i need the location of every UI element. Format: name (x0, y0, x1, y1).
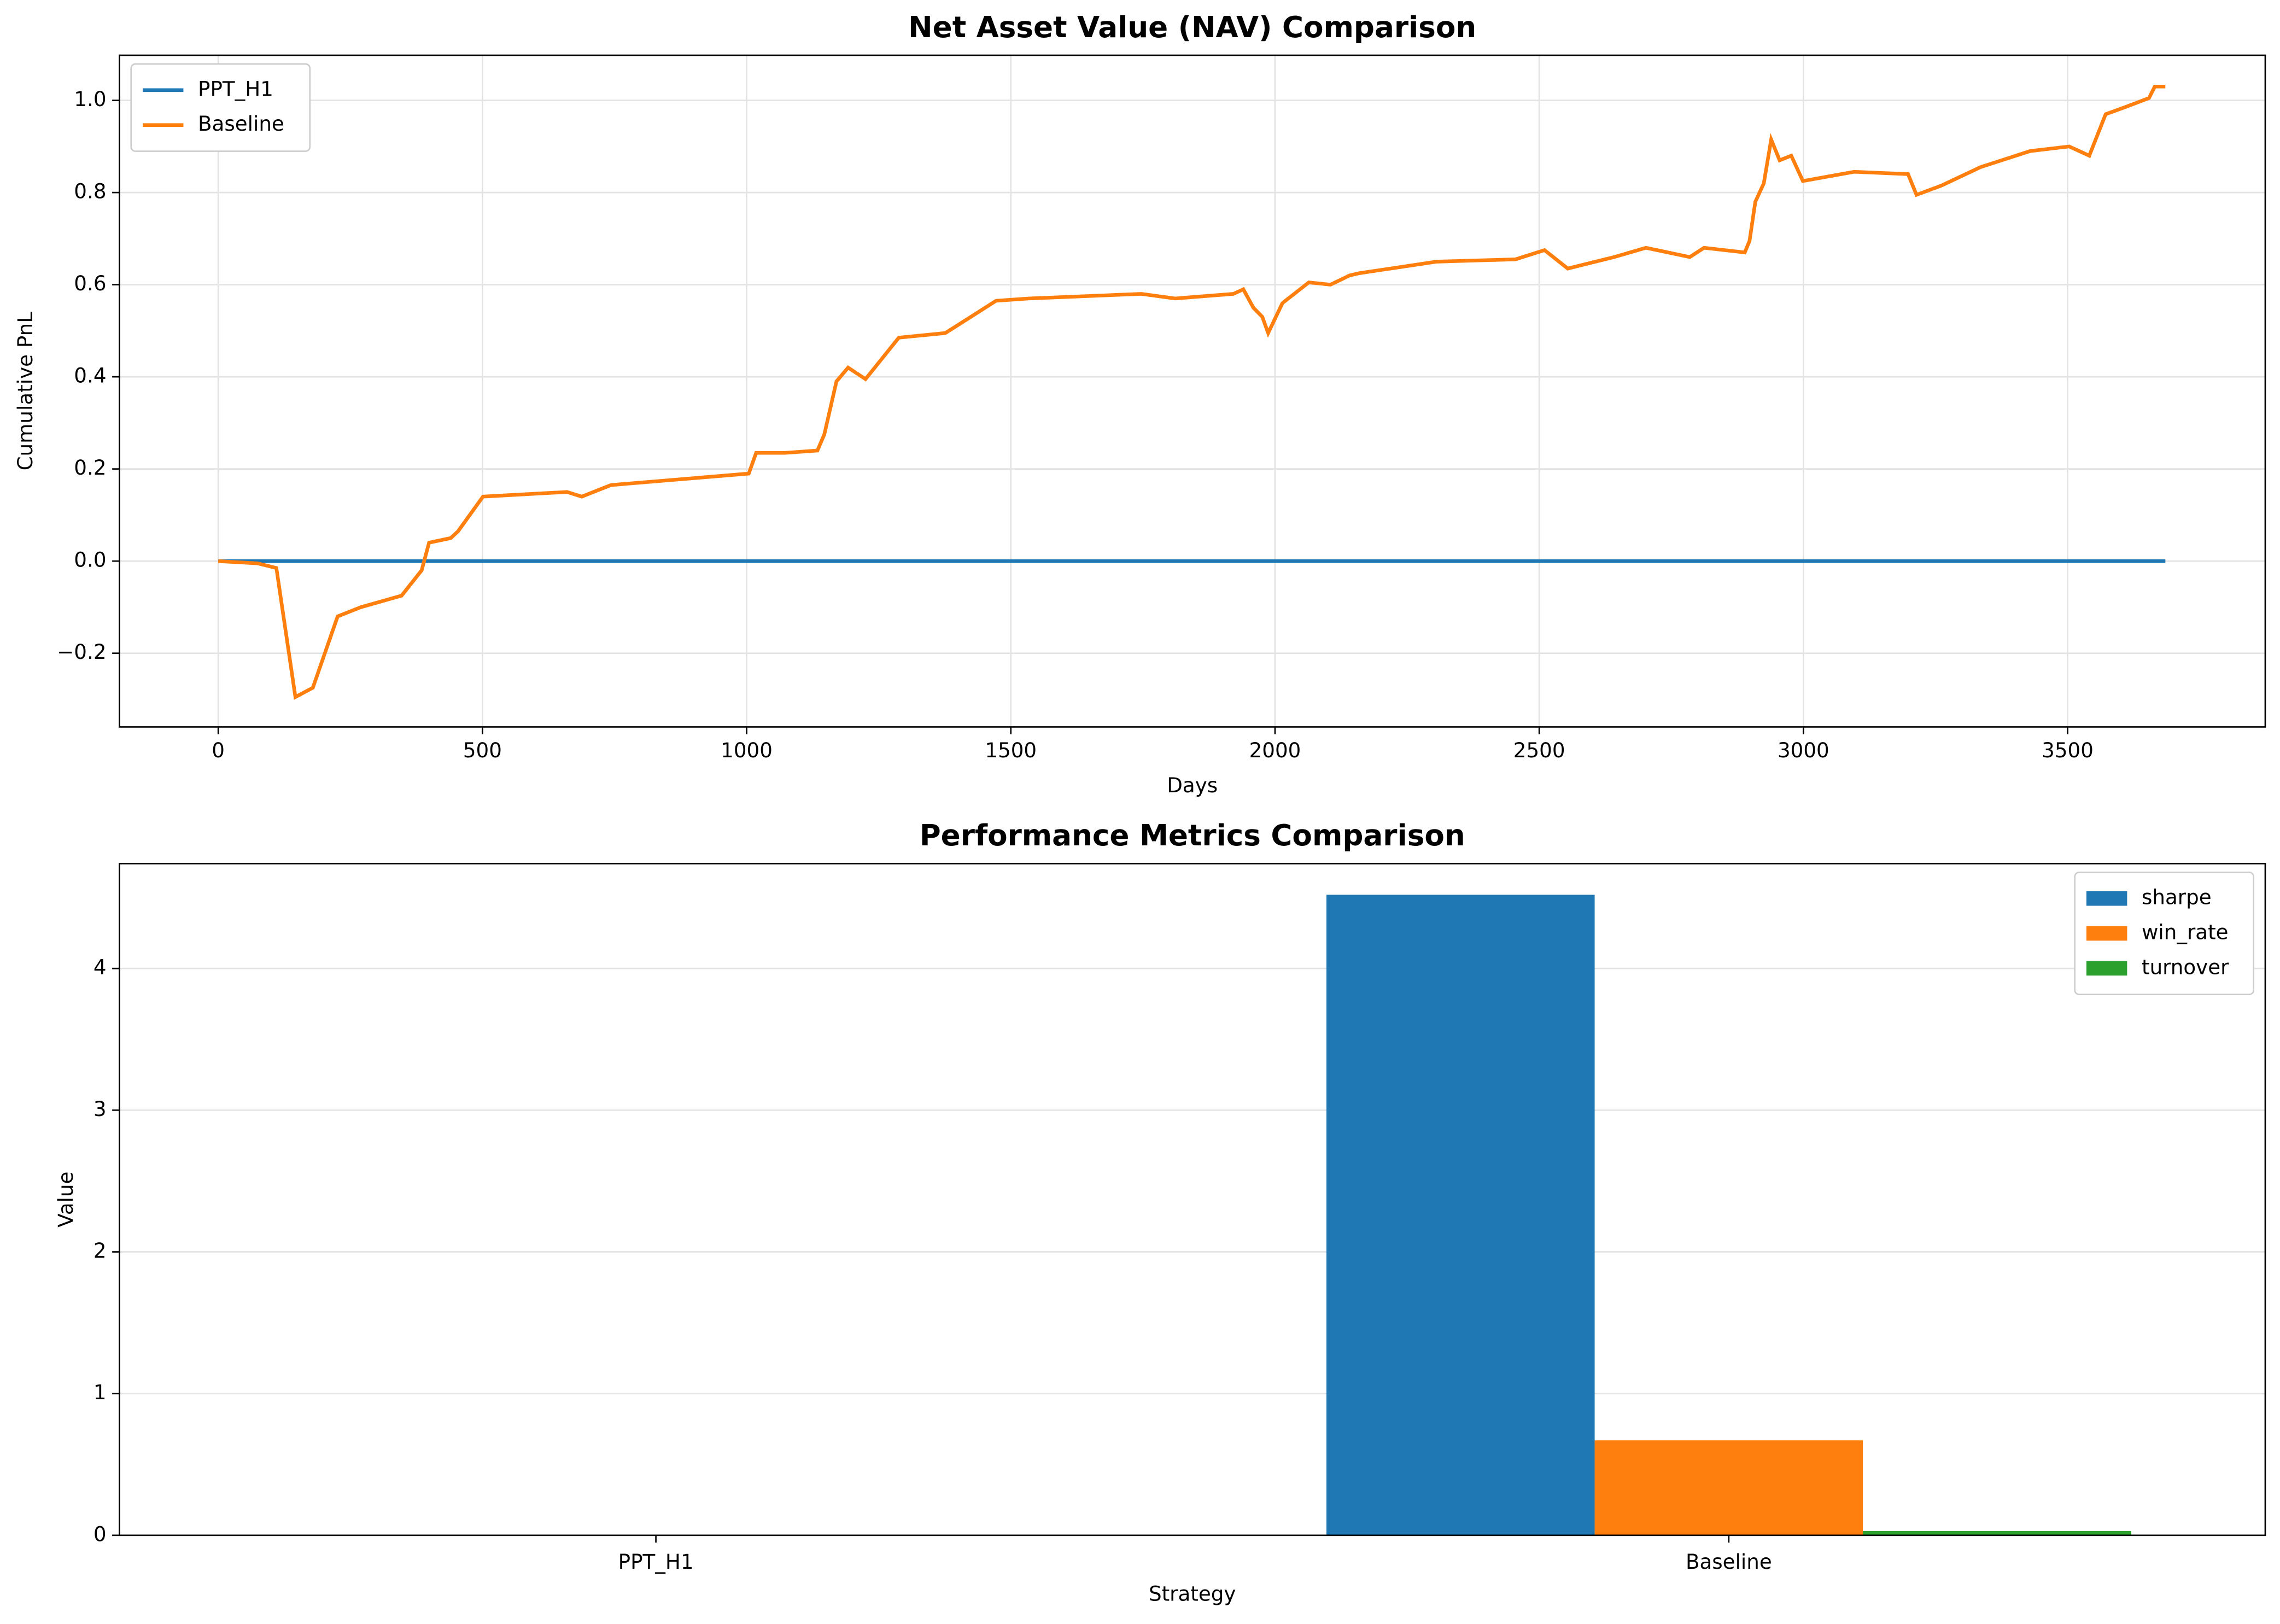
legend: sharpe win_rate turnover (2074, 872, 2255, 996)
legend-label: win_rate (2142, 920, 2229, 944)
x-tick-label: PPT_H1 (618, 1550, 694, 1574)
legend-swatch (2086, 891, 2127, 906)
legend-label: PPT_H1 (198, 77, 273, 101)
y-tick-label: 0.0 (74, 548, 106, 572)
plot-frame (119, 54, 2266, 728)
chart-title: Net Asset Value (NAV) Comparison (908, 10, 1476, 44)
legend-label: turnover (2142, 955, 2229, 979)
x-tick-label: 2500 (1513, 738, 1565, 762)
chart-title: Performance Metrics Comparison (920, 819, 1465, 852)
y-tick-label: 0.4 (74, 364, 106, 388)
x-tick-label: 1500 (985, 738, 1037, 762)
y-tick-label: 0.8 (74, 179, 106, 203)
y-tick-label: 0.2 (74, 455, 106, 480)
line-series (218, 85, 2166, 700)
x-tick-label: Baseline (1686, 1550, 1772, 1574)
x-tick-label: 3500 (2042, 738, 2094, 762)
y-tick-label: −0.2 (57, 640, 106, 664)
x-tick-label: 2000 (1249, 738, 1301, 762)
legend-swatch (2086, 961, 2127, 976)
y-axis-label: Value (54, 1171, 78, 1227)
legend-label: Baseline (198, 112, 284, 136)
legend-box (130, 63, 311, 152)
legend-swatch (2086, 926, 2127, 941)
x-axis-label: Days (1167, 773, 1218, 797)
x-tick-label: 500 (463, 738, 502, 762)
y-tick-label: 3 (93, 1097, 107, 1121)
x-tick-label: 1000 (721, 738, 773, 762)
y-axis-label: Cumulative PnL (13, 312, 37, 471)
y-tick-label: 0 (93, 1522, 107, 1546)
y-tick-label: 0.6 (74, 271, 106, 295)
legend: PPT_H1 Baseline (130, 63, 311, 152)
y-tick-label: 1.0 (74, 87, 106, 111)
x-tick-label: 3000 (1778, 738, 1829, 762)
x-tick-label: 0 (212, 738, 225, 762)
bar (1326, 895, 1595, 1535)
y-tick-label: 4 (93, 955, 107, 979)
legend-label: sharpe (2142, 885, 2212, 909)
y-tick-label: 2 (93, 1239, 107, 1263)
bar (1863, 1531, 2131, 1535)
x-axis-label: Strategy (1149, 1581, 1236, 1605)
plot-frame (119, 863, 2266, 1537)
bar (1594, 1440, 1863, 1535)
y-tick-label: 1 (93, 1380, 107, 1404)
